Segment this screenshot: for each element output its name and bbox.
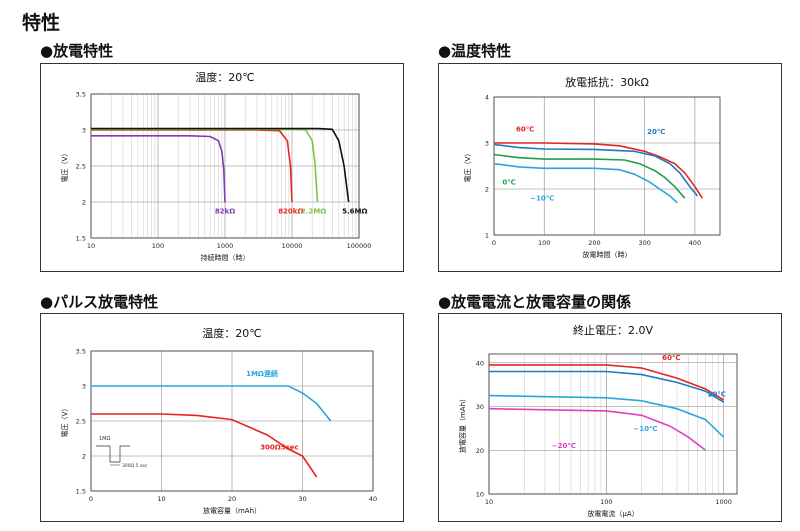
chart-panel-discharge: 温度：20℃ 10 100 1000 10000 100000 1.5 2 2.5 3 3.5 持続時… xyxy=(40,63,404,272)
series-label: −20℃ xyxy=(552,442,576,450)
x-axis-label: 持続時間（時） xyxy=(201,253,250,262)
inset-pulse-waveform xyxy=(96,445,130,463)
y-axis-label: 電圧（V） xyxy=(61,150,69,183)
series-label: 820kΩ xyxy=(278,208,303,216)
series-label: 20℃ xyxy=(708,390,726,398)
y-tick-label: 40 xyxy=(476,359,484,367)
y-tick-label: 3 xyxy=(82,127,86,135)
y-axis-label: 電圧（V） xyxy=(464,150,472,183)
series-line-60-0 xyxy=(494,142,704,199)
inset-label-top: 1MΩ xyxy=(99,436,110,442)
y-tick-label: 20 xyxy=(476,447,484,455)
series-line-5-6m-3 xyxy=(91,127,350,203)
section-title-temperature: ●温度特性 xyxy=(438,42,512,60)
series-label: 60℃ xyxy=(662,354,680,362)
x-tick-label: 30 xyxy=(298,495,306,503)
y-tick-label: 1.5 xyxy=(76,235,86,243)
series-label: 82kΩ xyxy=(215,208,235,216)
y-tick-label: 3.5 xyxy=(76,91,86,99)
y-tick-label: 1 xyxy=(485,232,489,240)
x-tick-label: 10 xyxy=(485,498,493,506)
pulse-chart: 温度：20℃ 0 10 20 30 40 1.5 2 2.5 3 3.5 放電容量（mAh） 電圧（V）… xyxy=(61,326,377,515)
x-axis-label: 放電電流（μA） xyxy=(587,509,638,518)
series-line-10-2 xyxy=(488,394,725,438)
series-label: 2.2MΩ xyxy=(301,208,326,216)
series-line-0-2 xyxy=(493,153,686,199)
series-line-20-3 xyxy=(488,407,706,451)
y-tick-label: 3 xyxy=(82,383,86,391)
series-label: −10℃ xyxy=(633,425,657,433)
series-line-10-3 xyxy=(493,162,678,204)
discharge-chart: 温度：20℃ 10 100 1000 10000 100000 1.5 2 2.5 3 3.5 持続時… xyxy=(61,70,372,262)
chart-panel-pulse: 温度：20℃ 0 10 20 30 40 1.5 2 2.5 3 3.5 放電容量（mAh） 電圧（V）… xyxy=(40,313,404,522)
y-tick-label: 2 xyxy=(82,453,86,461)
y-tick-label: 10 xyxy=(476,491,484,499)
series-label: 5.6MΩ xyxy=(342,208,367,216)
y-tick-label: 2 xyxy=(82,199,86,207)
y-tick-label: 2 xyxy=(485,186,489,194)
y-tick-label: 1.5 xyxy=(76,488,86,496)
chart-title: 放電抵抗：30kΩ xyxy=(565,75,649,89)
series-label: −10℃ xyxy=(530,195,554,203)
x-tick-label: 200 xyxy=(588,239,600,247)
series-label: 0℃ xyxy=(502,178,515,186)
y-tick-label: 2.5 xyxy=(76,418,86,426)
x-tick-label: 0 xyxy=(492,239,496,247)
series-line-60-0 xyxy=(489,364,725,401)
x-tick-label: 400 xyxy=(689,239,701,247)
x-tick-label: 20 xyxy=(228,495,236,503)
page-title: 特性 xyxy=(22,12,61,34)
x-tick-label: 100 xyxy=(152,242,164,250)
y-tick-label: 3 xyxy=(485,140,489,148)
x-tick-label: 100000 xyxy=(347,242,372,250)
y-tick-label: 4 xyxy=(485,94,489,102)
plot-frame xyxy=(90,350,374,492)
chart-panel-current-capacity: 終止電圧：2.0V 10 100 1000 10 20 30 40 放電電流（μA） 放電容量（m… xyxy=(438,313,782,522)
series-label: 300Ω5sec xyxy=(260,444,299,452)
plot-frame xyxy=(488,353,738,495)
current-capacity-chart: 終止電圧：2.0V 10 100 1000 10 20 30 40 放電電流（μA） 放電容量（m… xyxy=(458,323,738,518)
series-label: 20℃ xyxy=(647,128,665,136)
plot-frame xyxy=(90,93,360,239)
y-tick-label: 2.5 xyxy=(76,163,86,171)
series-line-82k-0 xyxy=(91,135,226,203)
section-title-current-capacity: ●放電電流と放電容量の関係 xyxy=(438,293,632,311)
x-tick-label: 10 xyxy=(87,242,95,250)
temperature-chart: 放電抵抗：30kΩ 0 100 200 300 400 1 2 3 4 放電時間（時） 電圧（V） 60… xyxy=(464,75,721,259)
inset-label-bottom: 300Ω 5 sec xyxy=(122,463,148,469)
y-axis-label: 放電容量（mAh） xyxy=(458,395,467,453)
chart-panel-temperature: 放電抵抗：30kΩ 0 100 200 300 400 1 2 3 4 放電時間（時） 電圧（V） 60… xyxy=(438,63,782,272)
chart-title: 温度：20℃ xyxy=(202,326,261,340)
x-axis-label: 放電容量（mAh） xyxy=(203,506,261,515)
x-tick-label: 1000 xyxy=(715,498,732,506)
x-axis-label: 放電時間（時） xyxy=(583,250,632,259)
chart-title: 温度：20℃ xyxy=(195,70,254,84)
y-tick-label: 30 xyxy=(476,403,484,411)
series-label: 1MΩ連続 xyxy=(246,369,278,378)
plot-frame xyxy=(493,96,721,236)
x-tick-label: 100 xyxy=(600,498,612,506)
series-line-300-5sec-1 xyxy=(91,413,318,478)
x-tick-label: 40 xyxy=(369,495,377,503)
series-line-1m-0 xyxy=(91,385,332,422)
y-tick-label: 3.5 xyxy=(76,348,86,356)
section-title-pulse: ●パルス放電特性 xyxy=(40,293,159,311)
x-tick-label: 1000 xyxy=(217,242,234,250)
section-title-discharge: ●放電特性 xyxy=(40,42,114,60)
x-tick-label: 10 xyxy=(157,495,165,503)
y-axis-label: 電圧（V） xyxy=(61,405,69,438)
x-tick-label: 0 xyxy=(89,495,93,503)
series-line-20-1 xyxy=(493,143,699,197)
series-label: 60℃ xyxy=(516,126,534,134)
x-tick-label: 100 xyxy=(538,239,550,247)
series-line-20-1 xyxy=(489,370,725,403)
series-line-2-2m-2 xyxy=(91,128,319,203)
x-tick-label: 300 xyxy=(638,239,650,247)
chart-title: 終止電圧：2.0V xyxy=(573,323,653,337)
x-tick-label: 10000 xyxy=(282,242,303,250)
